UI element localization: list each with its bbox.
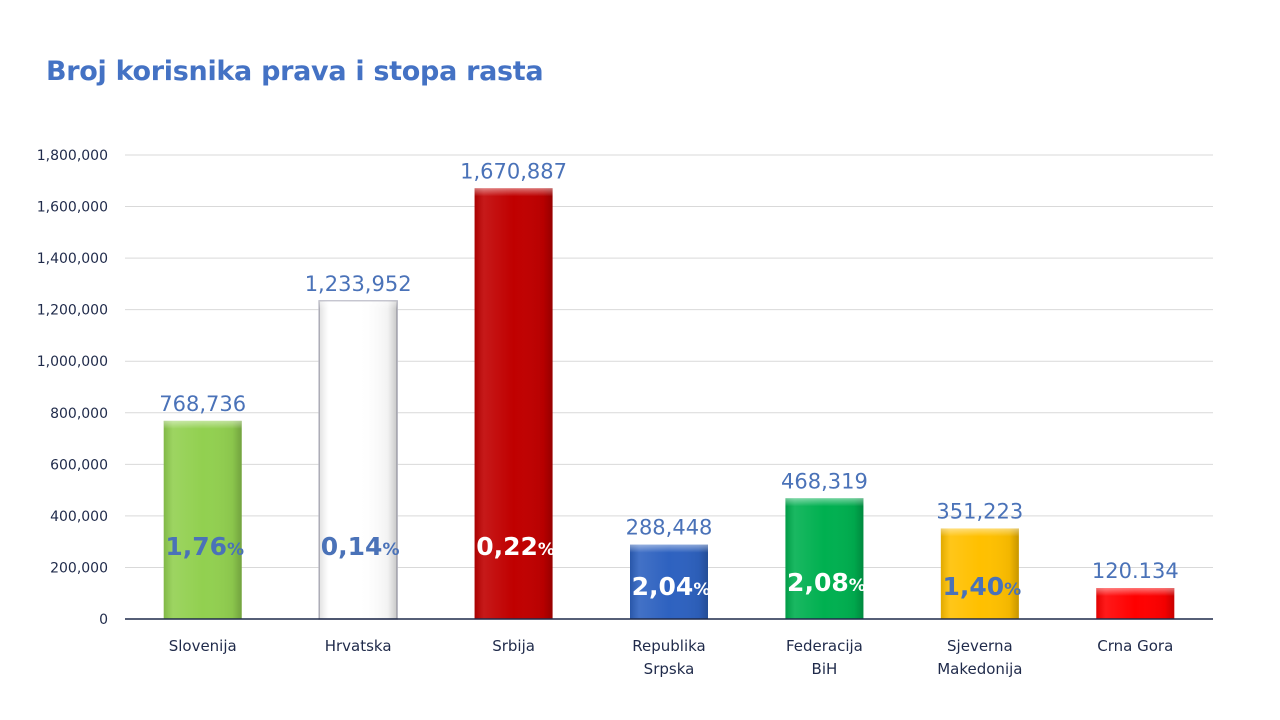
bar-group: 1,670,887 0,22% bbox=[460, 159, 567, 619]
bar-highlight bbox=[785, 498, 864, 507]
value-label: 1,233,952 bbox=[305, 272, 412, 296]
value-label: 468,319 bbox=[781, 469, 868, 493]
growth-rate-value: 1,76 bbox=[165, 532, 227, 561]
value-label: 1,670,887 bbox=[460, 159, 567, 183]
bars: 768,736 1,76% 1,233,952 0,14% 1,670,887 0,22%… bbox=[159, 159, 1179, 620]
category-label-line: Slovenija bbox=[169, 637, 237, 655]
bar-shading bbox=[940, 528, 1019, 619]
growth-rate-label: 1,40% bbox=[942, 572, 1021, 601]
bar-group: 468,319 2,08% bbox=[781, 469, 868, 619]
percent-symbol: % bbox=[849, 576, 866, 596]
category-label: Hrvatska bbox=[325, 637, 392, 655]
category-label: Slovenija bbox=[169, 637, 237, 655]
y-tick-label: 1,600,000 bbox=[37, 200, 108, 216]
y-tick-label: 200,000 bbox=[50, 560, 108, 576]
y-tick-label: 1,400,000 bbox=[37, 251, 108, 267]
gridlines bbox=[125, 154, 1213, 568]
growth-rate-value: 1,40 bbox=[942, 572, 1004, 601]
category-label-line: Makedonija bbox=[937, 660, 1022, 678]
category-label-line: Srbija bbox=[492, 637, 535, 655]
bar-shading bbox=[785, 498, 864, 619]
bar-group: 351,223 1,40% bbox=[936, 499, 1023, 619]
category-label-line: BiH bbox=[812, 660, 838, 678]
value-label: 288,448 bbox=[626, 516, 713, 540]
category-label: Srbija bbox=[492, 637, 535, 655]
growth-rate-value: 0,22 bbox=[476, 532, 538, 561]
growth-rate-label: 0,22% bbox=[476, 532, 555, 561]
growth-rate-value: 0,14 bbox=[321, 532, 383, 561]
category-label: Sjeverna Makedonija bbox=[937, 637, 1022, 678]
y-tick-label: 400,000 bbox=[50, 509, 108, 525]
bar-highlight bbox=[163, 420, 242, 429]
growth-rate-label: 0,14% bbox=[321, 532, 400, 561]
category-label: Republika Srpska bbox=[632, 637, 705, 678]
y-tick-label: 600,000 bbox=[50, 457, 108, 473]
y-tick-label: 1,000,000 bbox=[37, 354, 108, 370]
percent-symbol: % bbox=[382, 540, 399, 560]
y-axis-ticks: 0 200,000 400,000 600,000 800,000 1,000,000 1,… bbox=[37, 148, 108, 628]
bar-group: 288,448 2,04% bbox=[626, 516, 713, 619]
growth-rate-value: 2,04 bbox=[632, 572, 694, 601]
bar-shading bbox=[163, 420, 242, 619]
category-label-line: Federacija bbox=[786, 637, 863, 655]
x-axis-categories: Slovenija Hrvatska Srbija Republika Srpska Fe… bbox=[169, 637, 1174, 678]
bar-highlight bbox=[319, 300, 398, 309]
value-label: 351,223 bbox=[936, 499, 1023, 523]
category-label-line: Republika bbox=[632, 637, 705, 655]
growth-rate-label: 2,08% bbox=[787, 568, 866, 597]
category-label-line: Srpska bbox=[644, 660, 695, 678]
growth-rate-label: 2,04% bbox=[632, 572, 711, 601]
y-tick-label: 800,000 bbox=[50, 406, 108, 422]
bar-group: 768,736 1,76% bbox=[159, 392, 246, 619]
y-tick-label: 1,200,000 bbox=[37, 303, 108, 319]
growth-rate-value: 2,08 bbox=[787, 568, 849, 597]
percent-symbol: % bbox=[227, 540, 244, 560]
bar-shading bbox=[630, 544, 708, 619]
category-label: Federacija BiH bbox=[786, 637, 863, 678]
category-label-line: Sjeverna bbox=[947, 637, 1013, 655]
chart-title: Broj korisnika prava i stopa rasta bbox=[46, 56, 544, 87]
bar-highlight bbox=[1096, 588, 1175, 597]
bar-group: 120.134 bbox=[1092, 559, 1179, 619]
bar-shading bbox=[474, 188, 553, 619]
y-tick-label: 0 bbox=[99, 612, 108, 628]
percent-symbol: % bbox=[693, 580, 710, 600]
percent-symbol: % bbox=[538, 540, 555, 560]
bar-group: 1,233,952 0,14% bbox=[305, 272, 412, 620]
value-label: 120.134 bbox=[1092, 559, 1179, 583]
value-label: 768,736 bbox=[159, 392, 246, 416]
growth-rate-label: 1,76% bbox=[165, 532, 244, 561]
bar-highlight bbox=[940, 528, 1019, 537]
category-label: Crna Gora bbox=[1097, 637, 1173, 655]
bar-highlight bbox=[630, 544, 708, 553]
percent-symbol: % bbox=[1004, 580, 1021, 600]
category-label-line: Hrvatska bbox=[325, 637, 392, 655]
category-label-line: Crna Gora bbox=[1097, 637, 1173, 655]
bar-highlight bbox=[474, 188, 553, 197]
bar-shading bbox=[319, 300, 398, 619]
y-tick-label: 1,800,000 bbox=[37, 148, 108, 164]
